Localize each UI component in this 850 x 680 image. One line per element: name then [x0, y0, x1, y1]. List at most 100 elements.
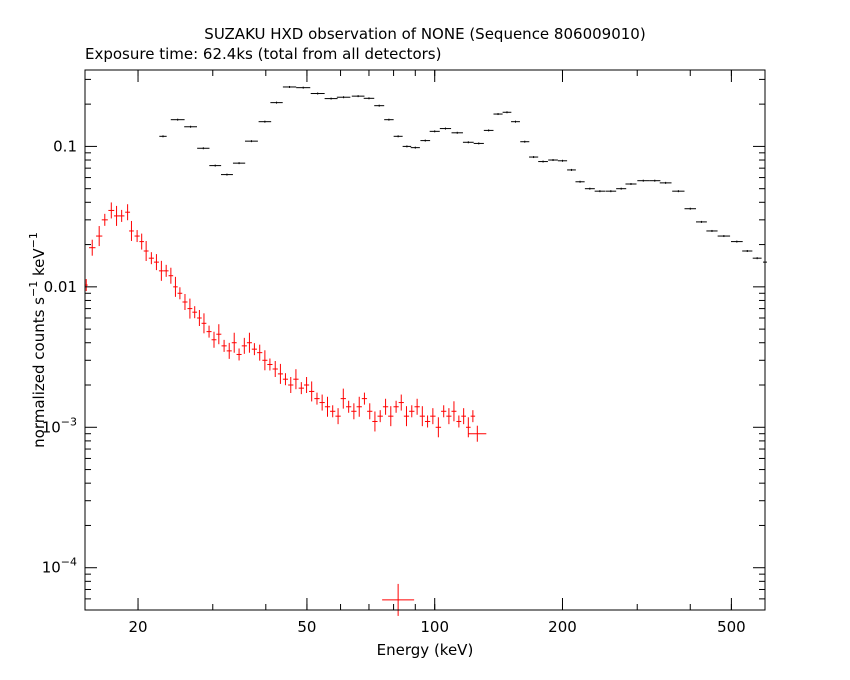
- data-point: [538, 160, 548, 163]
- y-tick-label: 10−3: [42, 415, 77, 436]
- data-point: [388, 406, 394, 427]
- y-axis-label-main: normalized counts s: [30, 297, 48, 448]
- data-point: [483, 129, 494, 132]
- x-tick-label: 500: [717, 618, 746, 636]
- data-point: [330, 405, 336, 418]
- data-point: [310, 92, 325, 95]
- data-point: [520, 140, 530, 143]
- data-point: [435, 417, 442, 438]
- data-point: [168, 267, 174, 284]
- y-tick-label: 0.01: [44, 278, 77, 296]
- data-point: [293, 369, 299, 390]
- data-point: [430, 408, 436, 425]
- x-tick-label: 200: [548, 618, 577, 636]
- data-point: [441, 405, 447, 418]
- data-point: [429, 130, 440, 133]
- data-point: [625, 182, 637, 185]
- data-point: [143, 240, 149, 261]
- data-point: [220, 173, 233, 176]
- data-point: [148, 252, 154, 265]
- data-point: [414, 398, 420, 415]
- series-0: [159, 85, 767, 264]
- data-series-layer: [84, 85, 767, 616]
- data-point: [197, 310, 202, 327]
- data-point: [398, 394, 404, 411]
- data-point: [410, 146, 420, 149]
- data-point: [605, 190, 617, 193]
- data-point: [402, 145, 412, 148]
- data-point: [298, 382, 304, 395]
- data-point: [594, 190, 606, 193]
- data-point: [466, 417, 471, 438]
- data-point: [374, 104, 385, 107]
- data-point: [197, 147, 210, 150]
- data-point: [529, 156, 539, 159]
- chart-subtitle: Exposure time: 62.4ks (total from all de…: [85, 45, 441, 63]
- data-point: [616, 187, 627, 190]
- data-point: [319, 394, 325, 411]
- data-point: [384, 118, 394, 121]
- series-1: [84, 202, 487, 616]
- data-point: [314, 392, 320, 405]
- data-point: [258, 120, 272, 123]
- data-point: [451, 131, 463, 134]
- data-point: [752, 257, 762, 260]
- data-point: [706, 229, 718, 232]
- data-point: [134, 230, 140, 243]
- data-point: [232, 162, 246, 165]
- data-point: [177, 287, 183, 300]
- data-point: [363, 97, 375, 100]
- data-point: [382, 583, 415, 616]
- data-point: [244, 140, 258, 143]
- data-point: [470, 410, 476, 423]
- y-tick-label: 10−4: [42, 556, 77, 577]
- data-point: [282, 85, 297, 88]
- data-point: [209, 164, 222, 167]
- data-point: [419, 406, 425, 427]
- data-point: [420, 139, 431, 142]
- chart-title: SUZAKU HXD observation of NONE (Sequence…: [204, 25, 645, 43]
- x-tick-label: 20: [128, 618, 147, 636]
- data-point: [356, 396, 362, 417]
- data-point: [257, 344, 263, 361]
- data-point: [246, 332, 252, 353]
- data-point: [108, 202, 115, 219]
- data-point: [637, 179, 650, 182]
- data-point: [96, 226, 103, 247]
- data-point: [153, 254, 159, 271]
- data-point: [173, 276, 178, 297]
- data-point: [309, 381, 315, 402]
- data-point: [206, 325, 212, 338]
- data-point: [324, 97, 338, 100]
- data-point: [351, 95, 365, 98]
- y-axis-label-sup1: −1: [27, 281, 40, 297]
- data-point: [251, 343, 257, 356]
- data-point: [231, 332, 237, 353]
- data-point: [129, 220, 134, 241]
- data-point: [192, 306, 198, 319]
- data-point: [548, 159, 558, 162]
- data-point: [221, 339, 227, 352]
- data-point: [649, 179, 661, 182]
- data-point: [567, 168, 576, 171]
- data-point: [216, 324, 222, 345]
- data-point: [473, 142, 484, 145]
- data-point: [170, 118, 185, 121]
- data-point: [584, 187, 595, 190]
- data-point: [461, 408, 467, 425]
- data-point: [493, 113, 503, 116]
- data-point: [502, 111, 512, 114]
- data-point: [451, 401, 457, 422]
- data-point: [270, 101, 283, 104]
- data-point: [684, 207, 697, 210]
- data-point: [262, 350, 268, 371]
- data-point: [159, 135, 167, 138]
- x-tick-label: 100: [420, 618, 449, 636]
- data-point: [468, 425, 487, 442]
- data-point: [462, 141, 474, 144]
- y-tick-label: 0.1: [53, 137, 77, 155]
- data-point: [101, 213, 108, 226]
- data-point: [659, 181, 672, 184]
- data-point: [409, 405, 415, 418]
